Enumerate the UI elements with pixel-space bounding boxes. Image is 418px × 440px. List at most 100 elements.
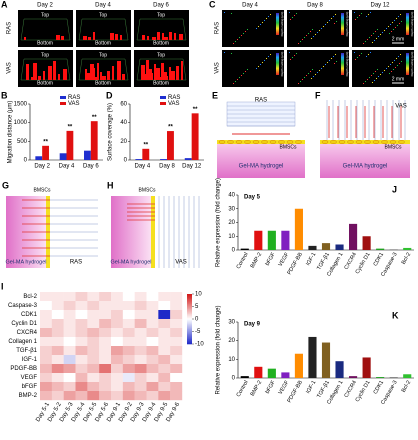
cell-dot (327, 22, 328, 23)
gel-label: Gel-MA hydrogel (239, 164, 284, 170)
heatmap-cell (40, 337, 53, 347)
cell-dot (298, 83, 299, 84)
cell-blob (166, 76, 168, 80)
cell-dot (397, 65, 398, 66)
heatmap-cell (170, 337, 183, 347)
heatmap-cell (158, 292, 171, 302)
heatmap-cell (146, 346, 159, 356)
heatmap-cell (134, 355, 147, 365)
cell-dot (306, 35, 307, 36)
cell-dot (377, 29, 378, 30)
column-label: Day 4 (242, 3, 258, 9)
bar (191, 113, 199, 160)
cell-dot (329, 60, 330, 61)
bar (403, 374, 412, 378)
colorbar-tick-label: 0 (195, 317, 199, 323)
cell-blob (149, 69, 152, 80)
heatmap-cell (146, 292, 159, 302)
heatmap-cell (63, 310, 76, 320)
heatmap-cell (87, 292, 100, 302)
cell-dot (399, 23, 400, 24)
depth-colorbar (341, 13, 344, 35)
heatmap-cell (51, 337, 64, 347)
cell-blob (142, 35, 145, 40)
cell-dot (393, 69, 394, 70)
cell-dot (325, 24, 326, 25)
bar (294, 208, 303, 250)
legend-swatch (160, 102, 166, 105)
cell-dot (310, 31, 311, 32)
heatmap-cell (51, 382, 64, 392)
cell-blob (61, 36, 64, 40)
bar (321, 243, 331, 250)
colorbar-step (187, 335, 192, 337)
heatmap-cell (111, 310, 124, 320)
bar (308, 336, 317, 378)
cell-dot (294, 55, 295, 56)
colorbar-step (187, 295, 192, 297)
cell-dot (235, 81, 236, 82)
heatmap-cell (87, 373, 100, 383)
heatmap-cell (170, 310, 183, 320)
cell-dot (395, 67, 396, 68)
cell-dot (389, 33, 390, 34)
cell-dot (241, 35, 242, 36)
cell-blob (161, 63, 164, 80)
heatmap-cell (40, 373, 53, 383)
heatmap-cell (170, 346, 183, 356)
heatmap-cell (75, 373, 88, 383)
column-label: Day 2 (37, 3, 53, 9)
cell-dot (241, 75, 242, 76)
bar (84, 150, 91, 160)
cell-blob (179, 34, 183, 40)
heatmap-cell (170, 319, 183, 329)
row-label: VEGF (21, 375, 38, 381)
cell-dot (380, 34, 381, 35)
row-label: TGF-β1 (16, 348, 37, 354)
image (76, 50, 131, 87)
heatmap-cell (75, 319, 88, 329)
cell-blob (95, 77, 98, 80)
bar (349, 223, 358, 250)
heatmap-cell (122, 301, 135, 311)
panel-label: C (209, 0, 216, 9)
x-tick-label: CDK1 (373, 252, 386, 268)
heatmap-cell (134, 328, 147, 338)
cells-label: BMSCs (385, 144, 402, 150)
cell-dot (296, 13, 297, 14)
bar (254, 230, 263, 250)
heatmap-cell (87, 346, 100, 356)
heatmap-cell (63, 373, 76, 383)
heatmap-cell (111, 355, 124, 365)
heatmap-cell (134, 382, 147, 392)
gel-label: Gel-MA hydrogel (343, 164, 388, 170)
heatmap-cell (75, 310, 88, 320)
heatmap-cell (75, 346, 88, 356)
cell-dot (310, 71, 311, 72)
heatmap-cell (146, 355, 159, 365)
colorbar-label: Depth coding (μm) (280, 52, 284, 77)
colorbar-step (187, 300, 192, 302)
heatmap-cell (99, 328, 112, 338)
heatmap-cell (99, 382, 112, 392)
depth-colorbar (406, 53, 409, 75)
heatmap-cell (134, 319, 147, 329)
cell-dot (375, 31, 376, 32)
heatmap-cell (146, 364, 159, 374)
y-axis-label: Surface coverage (%) (108, 103, 114, 161)
cell-dot (377, 69, 378, 70)
cell-dot (371, 75, 372, 76)
x-tick-label: Bcl-2 (401, 252, 412, 266)
colorbar-step (187, 315, 192, 317)
x-tick-label: Bcl-2 (401, 380, 412, 394)
cell-dot (300, 41, 301, 42)
cell-dot (319, 30, 320, 31)
legend-label: RAS (168, 95, 180, 101)
row-label: PDGF-BB (10, 366, 37, 372)
heatmap-cell (111, 337, 124, 347)
column-label: Day 12 (370, 3, 390, 9)
column-label: Day 6 (153, 3, 169, 9)
column-label: Day 4 (95, 3, 111, 9)
cell-dot (262, 62, 263, 63)
cell (338, 140, 346, 144)
